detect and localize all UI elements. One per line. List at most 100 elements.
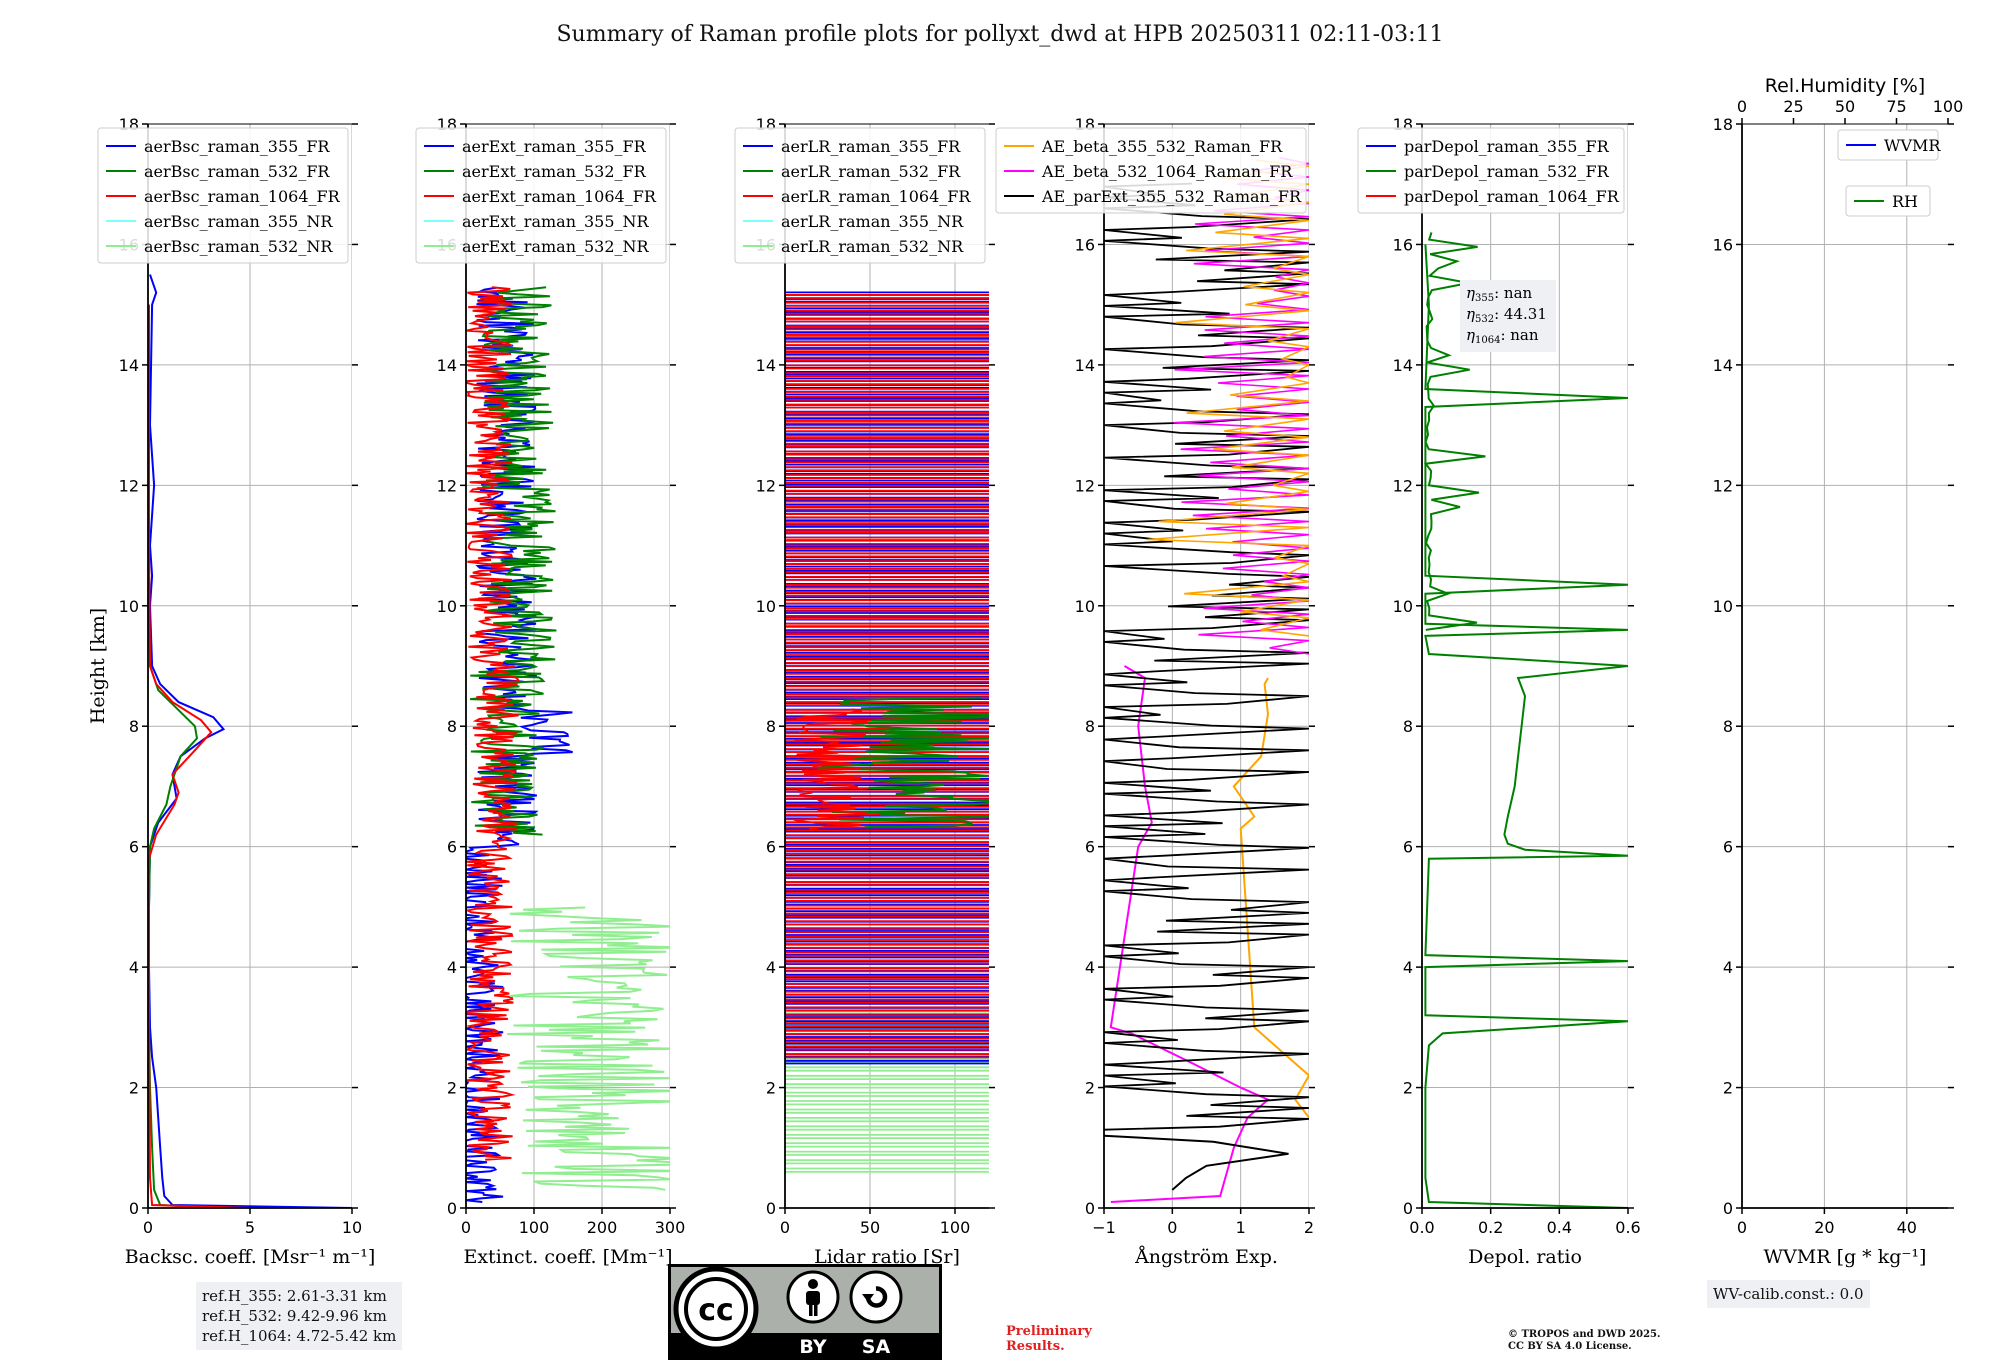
y-tick-label: 6 [1403, 838, 1413, 857]
y-tick-label: 10 [437, 597, 457, 616]
preliminary-line-1: Preliminary [1006, 1324, 1092, 1339]
y-tick-label: 4 [766, 958, 776, 977]
panel-backscatter: 0510024681012141618Backsc. coeff. [Msr⁻¹… [87, 115, 375, 1268]
plot-area [1742, 124, 1948, 1208]
plot-area [148, 124, 352, 1208]
y-tick-label: 0 [766, 1199, 776, 1218]
legend-label-AE_beta_532_1064_Raman_FR: AE_beta_532_1064_Raman_FR [1041, 162, 1293, 181]
series-line-aerExt_raman_355_FR [466, 286, 573, 1203]
y-tick-label: 2 [1723, 1079, 1733, 1098]
series-line-aerExt_raman_532_FR [470, 286, 557, 836]
x-tick-label: 0.0 [1409, 1218, 1434, 1237]
legend-label-aerLR_raman_1064_FR: aerLR_raman_1064_FR [781, 187, 971, 206]
x-tick-label: 2 [1304, 1218, 1314, 1237]
y-tick-label: 2 [447, 1079, 457, 1098]
legend-label-WVMR: WVMR [1884, 136, 1941, 155]
y-tick-label: 10 [756, 597, 776, 616]
eta-annotation-line: η1064: nan [1466, 326, 1539, 346]
y-axis-label: Height [km] [87, 608, 109, 724]
x-tick-label: 300 [655, 1218, 686, 1237]
legend-box [1837, 129, 1939, 161]
y-tick-label: 4 [1723, 958, 1733, 977]
plot-area [1422, 124, 1628, 1208]
y-tick-label: 2 [1085, 1079, 1095, 1098]
copyright-line-1: © TROPOS and DWD 2025. [1508, 1329, 1661, 1340]
y-tick-label: 10 [1075, 597, 1095, 616]
y-tick-label: 10 [119, 597, 139, 616]
y-tick-label: 12 [119, 476, 139, 495]
x-tick-label: −1 [1092, 1218, 1116, 1237]
y-tick-label: 10 [1393, 597, 1413, 616]
legend-label-AE_beta_355_532_Raman_FR: AE_beta_355_532_Raman_FR [1041, 137, 1283, 156]
reference-heights-box: ref.H_355: 2.61-3.31 km ref.H_532: 9.42-… [196, 1282, 403, 1350]
legend-label-aerBsc_raman_355_FR: aerBsc_raman_355_FR [144, 137, 330, 156]
x-tick-label: 0 [461, 1218, 471, 1237]
series-line-aerExt_raman_532_NR [507, 906, 670, 1191]
preliminary-line-2: Results. [1006, 1339, 1065, 1354]
y-tick-label: 12 [1075, 476, 1095, 495]
series-line-aerBsc_raman_532_FR [148, 304, 220, 1208]
legend-label-aerBsc_raman_1064_FR: aerBsc_raman_1064_FR [144, 187, 341, 206]
attribution-person-icon [786, 1270, 840, 1324]
share-alike-icon [849, 1270, 903, 1324]
copyright-note: © TROPOS and DWD 2025. CC BY SA 4.0 Lice… [1508, 1329, 1660, 1353]
legend-label-aerBsc_raman_532_FR: aerBsc_raman_532_FR [144, 162, 330, 181]
y-tick-label: 4 [1085, 958, 1095, 977]
y-tick-label: 16 [1713, 235, 1733, 254]
y-tick-label: 8 [1403, 717, 1413, 736]
legend-label-aerExt_raman_532_NR: aerExt_raman_532_NR [462, 237, 650, 256]
panel-lidar_ratio: 050100024681012141618Lidar ratio [Sr]aer… [734, 115, 995, 1268]
series-line-AE_parExt_355_532_Raman_FR [1104, 1134, 1289, 1191]
y-tick-label: 8 [447, 717, 457, 736]
y-tick-label: 0 [447, 1199, 457, 1218]
y-tick-label: 12 [756, 476, 776, 495]
y-tick-label: 0 [1723, 1199, 1733, 1218]
y-tick-label: 14 [1075, 356, 1095, 375]
top-x-tick-label: 50 [1835, 97, 1855, 116]
figure-title: Summary of Raman profile plots for polly… [556, 22, 1444, 47]
eta-annotation-line: η355: nan [1466, 284, 1533, 304]
x-tick-label: 0 [780, 1218, 790, 1237]
top-x-tick-label: 25 [1783, 97, 1803, 116]
y-tick-label: 10 [1713, 597, 1733, 616]
y-tick-label: 0 [1403, 1199, 1413, 1218]
x-axis-label: Ångström Exp. [1134, 1246, 1278, 1268]
preliminary-results-note: Preliminary Results. [1006, 1324, 1092, 1354]
eta-annotation-box [1460, 280, 1556, 352]
y-tick-label: 6 [766, 838, 776, 857]
top-x-tick-label: 100 [1933, 97, 1964, 116]
license-by-label: BY [799, 1336, 826, 1358]
y-tick-label: 14 [437, 356, 457, 375]
legend-box [97, 127, 349, 264]
y-tick-label: 14 [1393, 356, 1413, 375]
x-tick-label: 10 [342, 1218, 362, 1237]
legend-box [415, 127, 667, 264]
x-tick-label: 5 [245, 1218, 255, 1237]
y-tick-label: 16 [1393, 235, 1413, 254]
series-line-parDepol_raman_532_FR [1424, 244, 1628, 1208]
legend-label-aerBsc_raman_532_NR: aerBsc_raman_532_NR [144, 237, 333, 256]
x-tick-label: 0.4 [1547, 1218, 1572, 1237]
y-tick-label: 14 [119, 356, 139, 375]
y-tick-label: 6 [1723, 838, 1733, 857]
x-tick-label: 200 [587, 1218, 618, 1237]
x-tick-label: 20 [1814, 1218, 1834, 1237]
plot-area [466, 124, 670, 1208]
license-sa-label: SA [862, 1336, 891, 1358]
y-tick-label: 6 [447, 838, 457, 857]
cc-logo-icon: cc [673, 1266, 759, 1352]
y-tick-label: 18 [1713, 115, 1733, 134]
legend-label-parDepol_raman_355_FR: parDepol_raman_355_FR [1404, 137, 1610, 156]
x-tick-label: 0 [143, 1218, 153, 1237]
panel-extinction: 0100200300024681012141618Extinct. coeff.… [415, 115, 686, 1268]
legend-box [995, 127, 1307, 214]
x-axis-label: Extinct. coeff. [Mm⁻¹] [463, 1246, 672, 1268]
x-axis-label: WVMR [g * kg⁻¹] [1764, 1246, 1927, 1268]
x-tick-label: 100 [519, 1218, 550, 1237]
legend-label-aerLR_raman_355_FR: aerLR_raman_355_FR [781, 137, 961, 156]
series-line-AE_beta_532_1064_Raman_FR-upper [1173, 156, 1309, 655]
ref-height-355: ref.H_355: 2.61-3.31 km [202, 1287, 387, 1305]
y-tick-label: 0 [1085, 1199, 1095, 1218]
